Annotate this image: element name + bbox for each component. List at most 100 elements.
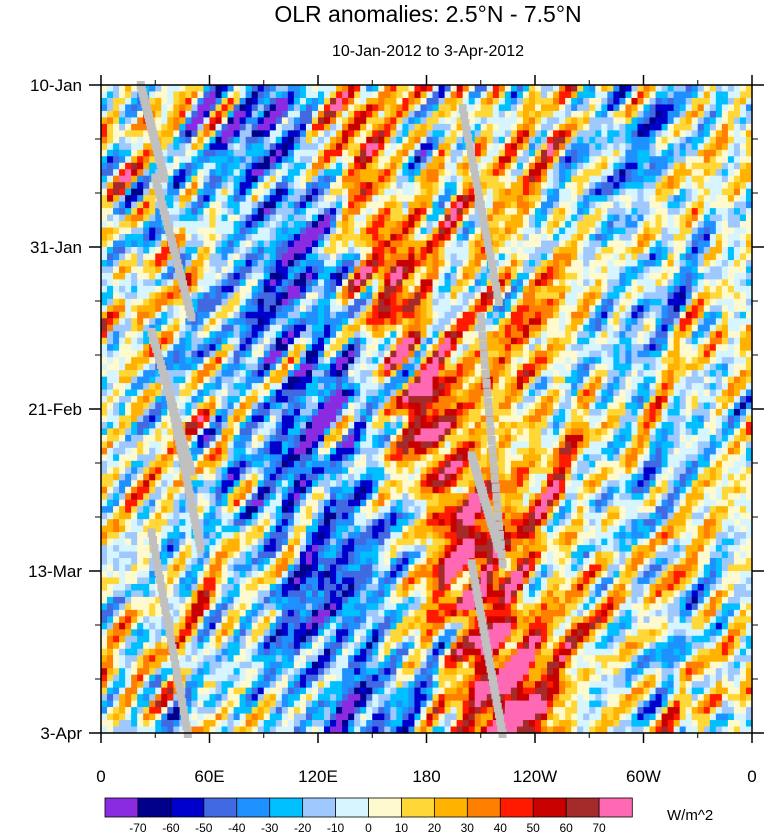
heatmap-cell [625, 143, 633, 151]
heatmap-cell [727, 370, 735, 378]
heatmap-cell [709, 240, 717, 248]
heatmap-cell [547, 182, 554, 190]
heatmap-cell [715, 123, 723, 131]
heatmap-cell [390, 279, 397, 287]
heatmap-cell [577, 305, 584, 313]
heatmap-cell [721, 253, 729, 261]
heatmap-cell [553, 240, 560, 248]
heatmap-cell [601, 247, 608, 255]
heatmap-cell [595, 188, 602, 196]
heatmap-cell [595, 169, 602, 177]
heatmap-cell [396, 227, 403, 235]
heatmap-cell [559, 324, 566, 332]
heatmap-cell [324, 110, 331, 118]
heatmap-cell [408, 298, 416, 306]
heatmap-cell [275, 117, 283, 125]
heatmap-cell [450, 91, 458, 99]
heatmap-cell [305, 208, 313, 216]
heatmap-cell [197, 208, 205, 216]
heatmap-cell [101, 266, 108, 274]
heatmap-cell [673, 143, 681, 151]
heatmap-cell [167, 214, 174, 222]
heatmap-cell [522, 110, 530, 118]
heatmap-cell [637, 292, 645, 300]
heatmap-cell [275, 104, 283, 112]
heatmap-cell [366, 240, 373, 248]
heatmap-cell [215, 143, 223, 151]
heatmap-cell [155, 91, 162, 99]
heatmap-cell [191, 253, 199, 261]
heatmap-cell [715, 331, 723, 339]
heatmap-cell [589, 298, 596, 306]
heatmap-cell [613, 208, 620, 216]
heatmap-cell [679, 162, 687, 170]
heatmap-cell [504, 247, 512, 255]
heatmap-cell [287, 104, 295, 112]
heatmap-cell [535, 259, 542, 268]
heatmap-cell [474, 97, 482, 106]
heatmap-cell [535, 149, 542, 157]
heatmap-cell [697, 253, 705, 261]
heatmap-cell [631, 221, 639, 229]
heatmap-cell [179, 324, 186, 332]
heatmap-cell [287, 305, 295, 313]
heatmap-cell [414, 253, 422, 261]
heatmap-cell [336, 331, 343, 339]
heatmap-cell [721, 156, 729, 164]
heatmap-cell [173, 221, 180, 229]
heatmap-cell [275, 123, 283, 131]
heatmap-cell [679, 136, 687, 144]
heatmap-cell [167, 298, 174, 306]
heatmap-cell [733, 143, 741, 151]
heatmap-cell [287, 169, 295, 177]
heatmap-cell [366, 279, 373, 287]
heatmap-cell [733, 195, 741, 203]
heatmap-cell [444, 292, 452, 300]
heatmap-cell [402, 97, 410, 106]
heatmap-cell [703, 85, 711, 93]
heatmap-cell [131, 175, 138, 183]
heatmap-cell [649, 350, 657, 358]
heatmap-cell [541, 136, 548, 144]
heatmap-cell [390, 156, 397, 164]
heatmap-cell [239, 175, 247, 183]
heatmap-cell [486, 149, 494, 157]
heatmap-cell [161, 253, 168, 261]
heatmap-cell [107, 376, 114, 384]
heatmap-cell [474, 110, 482, 118]
heatmap-cell [703, 292, 711, 300]
heatmap-cell [414, 162, 422, 170]
heatmap-cell [293, 272, 301, 280]
heatmap-cell [330, 104, 337, 112]
heatmap-cell [378, 175, 385, 183]
heatmap-cell [679, 227, 687, 235]
heatmap-cell [173, 285, 180, 293]
heatmap-cell [709, 201, 717, 209]
heatmap-cell [113, 344, 120, 352]
heatmap-cell [607, 117, 614, 125]
heatmap-cell [233, 285, 241, 293]
heatmap-cell [215, 344, 223, 352]
heatmap-cell [739, 363, 747, 371]
heatmap-cell [607, 227, 614, 235]
heatmap-cell [649, 259, 657, 268]
heatmap-cell [739, 253, 747, 261]
heatmap-cell [173, 130, 180, 138]
heatmap-cell [721, 259, 729, 268]
heatmap-cell [685, 182, 693, 190]
heatmap-cell [715, 104, 723, 112]
heatmap-cell [113, 363, 120, 371]
heatmap-cell [131, 370, 138, 378]
heatmap-cell [342, 376, 349, 384]
heatmap-cell [679, 123, 687, 131]
heatmap-cell [528, 169, 536, 177]
heatmap-cell [516, 97, 524, 106]
heatmap-cell [565, 337, 572, 345]
heatmap-cell [107, 175, 114, 183]
heatmap-cell [119, 298, 126, 306]
heatmap-cell [631, 208, 639, 216]
heatmap-cell [492, 169, 500, 177]
heatmap-cell [438, 279, 446, 287]
heatmap-cell [456, 234, 464, 242]
heatmap-cell [601, 311, 608, 319]
